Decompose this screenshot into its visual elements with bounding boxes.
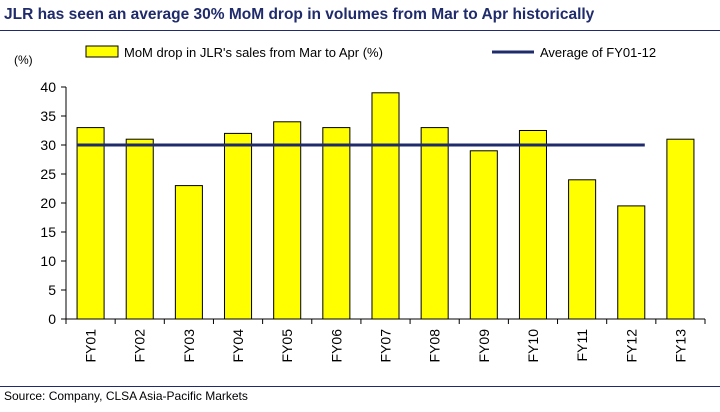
y-tick-label: 5: [48, 282, 56, 298]
y-axis-label: (%): [14, 53, 33, 67]
bar-fy03: [174, 185, 203, 320]
y-tick-label: 20: [40, 195, 56, 211]
title-divider: [0, 30, 720, 31]
x-tick-label: FY11: [574, 329, 590, 362]
bar-fy13: [666, 138, 695, 320]
bar-fy01: [76, 127, 105, 320]
bar-fy06: [322, 127, 351, 320]
bar-fy09: [469, 150, 498, 320]
source-divider: [0, 386, 720, 387]
y-tick-label: 30: [40, 137, 56, 153]
y-tick-label: 15: [40, 224, 56, 240]
plot-area: 0 5 10 15 20 25 30 35 40 FY01 FY02 FY03 FY04 FY05 FY06…: [40, 79, 706, 363]
bar-fy12: [617, 205, 646, 320]
legend: MoM drop in JLR's sales from Mar to Apr …: [85, 45, 656, 60]
x-tick-label: FY06: [328, 329, 344, 363]
x-tick-label: FY09: [476, 329, 492, 363]
source-note: Source: Company, CLSA Asia-Pacific Marke…: [4, 389, 248, 403]
bar-fy08: [420, 127, 449, 320]
x-tick-label: FY05: [279, 329, 295, 363]
legend-bar-label: MoM drop in JLR's sales from Mar to Apr …: [124, 45, 383, 60]
chart-title: JLR has seen an average 30% MoM drop in …: [4, 6, 595, 23]
bar-fy10: [518, 130, 547, 320]
legend-bar-swatch: [85, 45, 119, 58]
y-tick-label: 25: [40, 166, 56, 182]
y-tick-label: 35: [40, 108, 56, 124]
y-tick-label: 0: [48, 311, 56, 327]
bar-fy05: [273, 121, 302, 320]
x-tick-label: FY03: [181, 329, 197, 363]
x-tick-label: FY07: [378, 329, 394, 363]
legend-average-label: Average of FY01-12: [540, 45, 656, 60]
bar-fy04: [224, 132, 253, 320]
x-tick-label: FY08: [427, 329, 443, 363]
bar-fy02: [125, 138, 154, 320]
bar-chart: MoM drop in JLR's sales from Mar to Apr …: [14, 45, 706, 363]
x-tick-label: FY04: [230, 329, 246, 363]
x-tick-label: FY01: [83, 329, 99, 363]
y-tick-label: 10: [40, 253, 56, 269]
x-tick-label: FY12: [623, 329, 639, 363]
x-tick-label: FY10: [525, 329, 541, 363]
x-tick-label: FY13: [672, 329, 688, 363]
y-tick-label: 40: [40, 79, 56, 95]
bar-fy11: [568, 179, 597, 320]
x-tick-label: FY02: [132, 329, 148, 363]
bar-fy07: [371, 92, 400, 320]
